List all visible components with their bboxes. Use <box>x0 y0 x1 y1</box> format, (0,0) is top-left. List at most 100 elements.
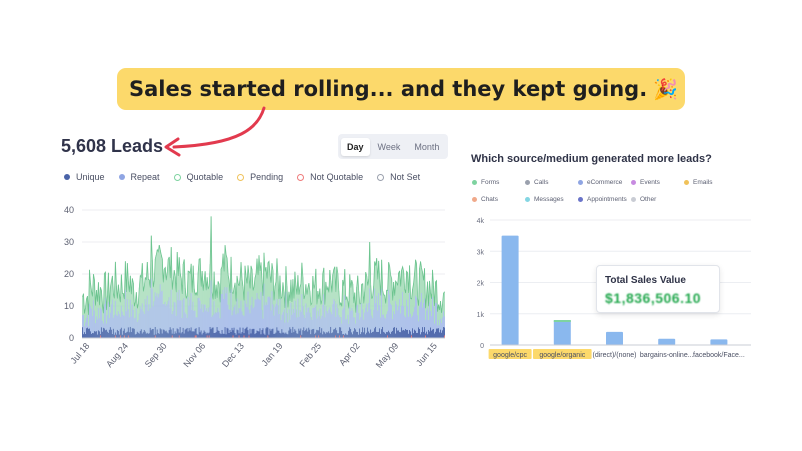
unique-bar <box>200 330 202 338</box>
unique-bar <box>439 332 440 338</box>
unique-bar <box>417 332 418 338</box>
unique-bar <box>373 331 375 338</box>
repeat-bar <box>161 290 163 338</box>
legend-item-pending[interactable]: Pending <box>237 172 283 182</box>
unique-bar <box>273 333 275 338</box>
repeat-bar <box>399 299 401 338</box>
unique-bar <box>88 328 90 338</box>
unique-bar <box>313 328 315 338</box>
unique-bar <box>246 326 248 338</box>
unique-bar <box>114 332 116 338</box>
legend-item-chats[interactable]: Chats <box>472 196 525 203</box>
tooltip-title: Total Sales Value <box>605 275 686 286</box>
forms-segment <box>553 320 571 322</box>
repeat-bar <box>152 306 154 338</box>
unique-bar <box>288 330 290 338</box>
repeat-bar <box>273 315 275 338</box>
unique-bar <box>355 329 357 338</box>
period-month-button[interactable]: Month <box>414 141 440 152</box>
unique-bar <box>407 329 409 338</box>
x-tick-label: Aug 24 <box>104 341 130 368</box>
legend-item-repeat[interactable]: Repeat <box>118 172 160 182</box>
repeat-bar <box>358 312 360 338</box>
quotable-bar <box>276 258 278 338</box>
repeat-bar <box>373 309 375 338</box>
repeat-bar <box>233 307 235 338</box>
unique-bar <box>135 333 137 338</box>
legend-item-quotable[interactable]: Quotable <box>173 172 223 182</box>
unique-bar <box>348 330 350 338</box>
quotable-bar <box>83 313 85 338</box>
quotable-bar <box>196 295 198 338</box>
unique-bar <box>118 334 120 338</box>
quotable-bar <box>439 310 440 338</box>
unique-bar <box>96 334 98 338</box>
repeat-bar <box>236 298 238 338</box>
unique-bar <box>226 327 228 338</box>
repeat-bar <box>113 314 115 338</box>
unique-bar <box>266 327 268 338</box>
unique-bar <box>155 334 157 338</box>
not-quotable-bar <box>267 335 269 338</box>
repeat-bar <box>223 298 225 338</box>
x-tick-label: google/cpc <box>493 352 527 359</box>
legend-item-ecommerce[interactable]: eCommerce <box>578 179 631 186</box>
unique-bar <box>236 329 238 338</box>
unique-bar <box>117 331 119 338</box>
legend-item-messages[interactable]: Messages <box>525 196 578 203</box>
unique-bar <box>419 328 420 338</box>
legend-item-not-quotable[interactable]: Not Quotable <box>297 172 363 182</box>
period-week-button[interactable]: Week <box>377 141 401 152</box>
repeat-bar <box>228 309 230 338</box>
repeat-bar <box>188 305 190 338</box>
repeat-bar <box>192 301 194 338</box>
source-bar[interactable] <box>501 235 519 345</box>
source-legend: Forms Calls eCommerce Events Emails Chats Mess… <box>472 179 762 203</box>
legend-item-forms[interactable]: Forms <box>472 179 525 186</box>
repeat-bar <box>400 313 402 338</box>
repeat-bar <box>250 305 252 338</box>
legend-item-not-set[interactable]: Not Set <box>377 172 420 182</box>
repeat-bar <box>279 298 281 338</box>
legend-item-events[interactable]: Events <box>631 179 684 186</box>
legend-label: eCommerce <box>587 179 623 186</box>
repeat-bar <box>324 317 326 338</box>
unique-bar <box>371 332 373 338</box>
unique-bar <box>130 332 132 338</box>
repeat-bar <box>253 306 255 338</box>
period-day-button[interactable]: Day <box>341 137 370 156</box>
quotable-bar <box>315 268 317 338</box>
legend-item-other[interactable]: Other <box>631 196 684 203</box>
legend-item-calls[interactable]: Calls <box>525 179 578 186</box>
source-bar[interactable] <box>606 331 623 345</box>
source-bar[interactable] <box>553 320 571 345</box>
repeat-bar <box>217 307 219 338</box>
quotable-bar <box>206 277 208 338</box>
repeat-bar <box>409 293 410 338</box>
unique-bar <box>259 328 261 338</box>
repeat-bar <box>288 309 290 338</box>
repeat-bar <box>346 318 348 338</box>
repeat-bar <box>363 319 365 338</box>
x-tick-label: Nov 06 <box>181 341 207 368</box>
repeat-bar <box>120 305 122 338</box>
forms-dot-icon <box>472 180 477 185</box>
unique-bar <box>298 328 300 338</box>
y-tick-label: 4k <box>477 218 485 225</box>
repeat-bar <box>208 307 210 338</box>
quotable-bar <box>94 305 96 338</box>
repeat-bar <box>142 311 144 338</box>
repeat-bar <box>332 304 334 338</box>
legend-item-emails[interactable]: Emails <box>684 179 737 186</box>
source-bar[interactable] <box>658 338 676 345</box>
legend-item-appointments[interactable]: Appointments <box>578 196 631 203</box>
quotable-bar <box>403 271 405 338</box>
repeat-bar <box>237 313 239 338</box>
unique-bar <box>154 326 156 338</box>
quotable-bar <box>398 273 400 338</box>
repeat-bar <box>180 300 182 338</box>
source-bar[interactable] <box>710 339 728 345</box>
repeat-bar <box>260 291 262 338</box>
legend-item-unique[interactable]: Unique <box>64 172 105 182</box>
unique-bar <box>366 332 368 338</box>
